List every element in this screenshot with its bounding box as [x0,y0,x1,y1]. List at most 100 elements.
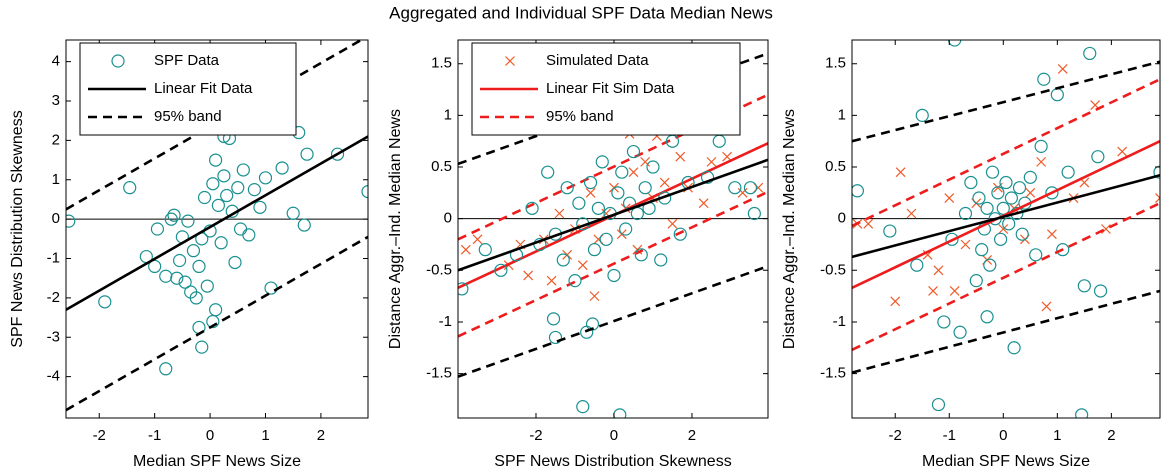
y-tick-label: 0 [444,210,452,227]
data-point [654,253,668,267]
y-tick-label: 1 [838,106,846,123]
band-line [458,264,768,378]
data-point [167,208,181,222]
y-tick-label: -1.5 [820,365,846,382]
data-point [548,330,563,345]
data-point [969,274,983,288]
data-point [1015,227,1029,241]
data-point [1037,72,1051,86]
x-tick-label: 1 [1053,427,1061,444]
data-point [472,234,483,245]
data-point [189,291,203,305]
data-point [200,279,214,293]
data-point [123,181,137,195]
data-point [236,163,250,177]
fit-line [852,140,1160,290]
y-tick-label: 1 [444,106,452,123]
y-tick-label: -1 [833,313,846,330]
data-point [991,186,1005,200]
y-tick-label: 2 [52,131,60,148]
data-point [297,218,311,232]
data-point [890,296,901,307]
data-point [330,147,345,161]
data-point [568,274,582,288]
plot-area [852,40,1160,418]
legend-label: SPF Data [154,52,220,69]
data-point [560,181,574,195]
data-point [541,165,555,179]
data-point [1007,341,1021,355]
data-point [619,222,633,236]
data-point [698,198,709,209]
data-point [728,181,742,195]
data-point [852,184,865,198]
data-point [928,286,938,296]
data-point [576,400,590,414]
band-line [852,289,1160,374]
data-point [242,228,256,242]
data-point [1050,88,1064,102]
data-point [628,167,639,178]
band-line [852,202,1160,352]
data-point [148,259,162,274]
data-point [220,188,234,203]
data-point [626,144,641,159]
data-point [1117,146,1128,157]
data-point [931,397,946,412]
y-tick-label: 1.5 [825,55,846,72]
y-tick-label: 3 [52,92,60,109]
data-point [646,160,660,174]
data-point [985,165,1000,179]
data-point [523,270,534,281]
data-point [1002,217,1016,231]
data-point [1075,408,1089,418]
axes-frame [65,39,369,419]
fit-line [852,174,1160,259]
data-point [460,244,471,255]
data-point [587,243,602,257]
x-tick-label: -2 [889,427,902,444]
data-point [1023,170,1037,184]
data-point [181,214,195,228]
data-point [667,218,678,229]
x-tick-label: -2 [93,427,106,444]
data-point [895,167,906,178]
data-point [960,239,971,250]
data-point [170,271,184,285]
legend: Simulated Data Linear Fit Sim Data 95% ban… [471,42,741,136]
data-point [737,187,748,198]
data-point [611,186,625,200]
y-tick-label: -4 [47,368,60,385]
data-point [640,156,651,167]
panel: -2 -1 0 1 2 -4 -3 -2 -1 0 1 2 3 4 Median SPF News Size… [9,39,369,470]
legend-label: 95% band [546,108,614,125]
panel: -2 0 2 -1.5 -1 -0.5 0 0.5 1 1.5 SPF News Distribut… [387,39,769,470]
fit-line [66,135,368,311]
data-point [1101,224,1111,234]
data-point [996,201,1010,215]
data-point [478,243,492,257]
legend: SPF Data Linear Fit Data 95% band [79,42,297,136]
y-tick-label: -1 [439,313,452,330]
x-axis-label: SPF News Distribution Skewness [494,453,731,470]
data-point [613,408,627,418]
y-tick-label: 1 [52,171,60,188]
data-point [1091,150,1105,164]
x-tick-label: 2 [317,427,325,444]
x-tick-label: 2 [688,427,696,444]
data-point [195,340,209,354]
data-point [546,275,557,286]
data-point [706,156,717,167]
data-point [583,175,598,190]
data-point [577,260,588,271]
data-point [589,291,600,302]
y-tick-label: 0 [838,210,846,227]
data-point [233,222,248,236]
data-point [275,161,289,175]
y-tick-label: -1.5 [426,365,452,382]
data-point [556,253,570,267]
data-point [958,206,973,221]
y-tick-label: 4 [52,53,60,70]
x-tick-label: -1 [943,427,956,444]
data-point [159,362,173,376]
